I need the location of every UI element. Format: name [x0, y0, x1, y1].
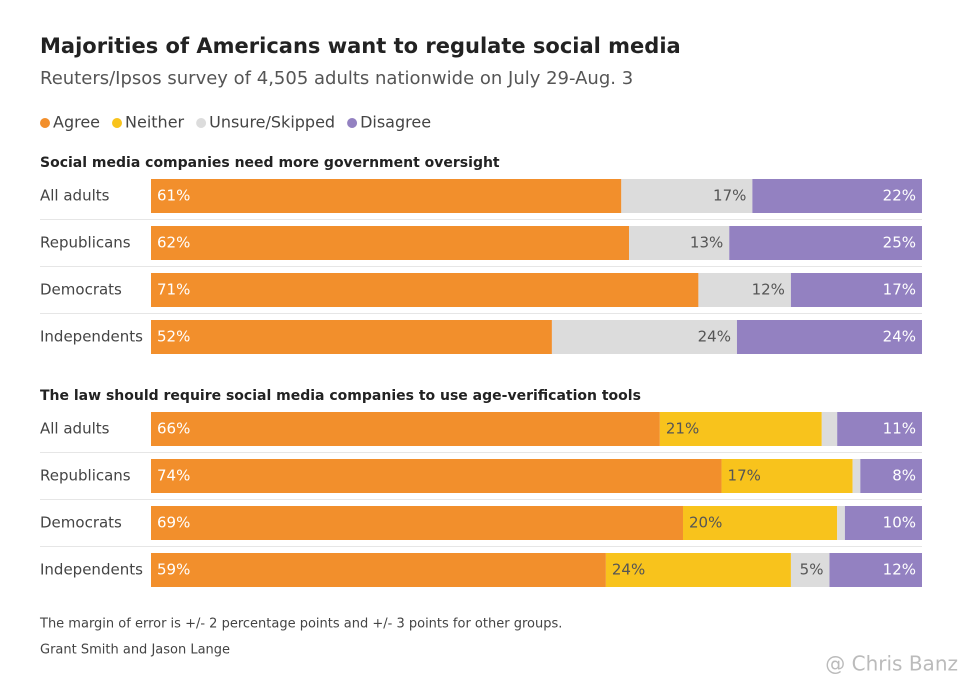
- panel-title: The law should require social media comp…: [40, 388, 641, 404]
- bar-segment: [790, 553, 830, 587]
- bar-segment: [736, 320, 922, 354]
- category-label: Independents: [40, 561, 143, 579]
- value-label: 24%: [883, 328, 916, 346]
- bar-segment: [151, 179, 622, 213]
- value-label: 12%: [752, 281, 785, 299]
- value-label: 21%: [666, 420, 699, 438]
- value-label: 74%: [157, 467, 190, 485]
- bar-segment: [151, 226, 630, 260]
- category-label: All adults: [40, 420, 110, 438]
- value-label: 8%: [892, 467, 916, 485]
- value-label: 17%: [728, 467, 761, 485]
- category-label: Republicans: [40, 467, 131, 485]
- bar-segment: [151, 412, 660, 446]
- bar-segment: [829, 553, 922, 587]
- credit: Grant Smith and Jason Lange: [40, 643, 230, 658]
- legend-swatch: [40, 118, 50, 128]
- bar-segment: [682, 506, 838, 540]
- value-label: 13%: [690, 234, 723, 252]
- bar-segment: [659, 412, 822, 446]
- bar-segment: [151, 459, 722, 493]
- note: The margin of error is +/- 2 percentage …: [39, 617, 562, 632]
- bar-segment: [752, 179, 922, 213]
- value-label: 22%: [883, 187, 916, 205]
- legend-swatch: [347, 118, 358, 128]
- bar-segment: [844, 506, 922, 540]
- bar-segment: [621, 179, 753, 213]
- bar-segment: [837, 506, 845, 540]
- bar-segment: [790, 273, 922, 307]
- value-label: 24%: [612, 561, 645, 579]
- category-label: Democrats: [40, 514, 122, 532]
- bar-segment: [860, 459, 922, 493]
- legend-swatch: [196, 118, 207, 128]
- category-label: Independents: [40, 328, 143, 346]
- legend-swatch: [112, 118, 123, 128]
- value-label: 24%: [698, 328, 731, 346]
- bar-segment: [151, 506, 683, 540]
- value-label: 11%: [883, 420, 916, 438]
- value-label: 69%: [157, 514, 190, 532]
- value-label: 61%: [157, 187, 190, 205]
- value-label: 59%: [157, 561, 190, 579]
- legend-label: Agree: [53, 113, 100, 132]
- value-label: 12%: [883, 561, 916, 579]
- legend-label: Disagree: [360, 113, 431, 132]
- value-label: 52%: [157, 328, 190, 346]
- bar-segment: [151, 273, 699, 307]
- value-label: 71%: [157, 281, 190, 299]
- value-label: 17%: [883, 281, 916, 299]
- category-label: Democrats: [40, 281, 122, 299]
- bar-segment: [721, 459, 853, 493]
- bar-segment: [837, 412, 922, 446]
- bar-segment: [821, 412, 838, 446]
- value-label: 66%: [157, 420, 190, 438]
- category-label: Republicans: [40, 234, 131, 252]
- bar-segment: [852, 459, 861, 493]
- bar-segment: [698, 273, 791, 307]
- panel-title: Social media companies need more governm…: [40, 155, 500, 171]
- chart-subtitle: Reuters/Ipsos survey of 4,505 adults nat…: [40, 68, 633, 89]
- value-label: 62%: [157, 234, 190, 252]
- category-label: All adults: [40, 187, 110, 205]
- value-label: 20%: [689, 514, 722, 532]
- bar-segment: [551, 320, 737, 354]
- bar-segment: [151, 320, 552, 354]
- value-label: 10%: [883, 514, 916, 532]
- value-label: 25%: [883, 234, 916, 252]
- bar-segment: [605, 553, 791, 587]
- legend-label: Neither: [125, 113, 185, 132]
- watermark: @ Chris Banz: [825, 652, 958, 676]
- value-label: 17%: [713, 187, 746, 205]
- chart-title: Majorities of Americans want to regulate…: [40, 34, 681, 58]
- bar-segment: [729, 226, 922, 260]
- bar-segment: [151, 553, 606, 587]
- value-label: 5%: [800, 561, 824, 579]
- legend-label: Unsure/Skipped: [209, 113, 335, 132]
- bar-segment: [629, 226, 730, 260]
